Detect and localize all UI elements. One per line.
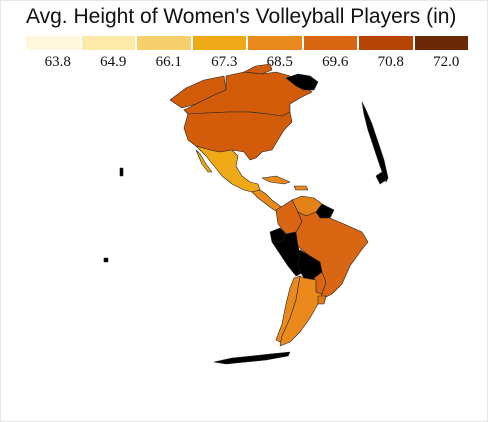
region-united-states	[183, 111, 293, 161]
region-argentina	[279, 275, 323, 347]
legend-swatch-5	[248, 36, 304, 50]
legend-tick: 70.8	[377, 54, 404, 70]
legend-swatch-2	[81, 36, 137, 50]
region-eastern-rim	[361, 101, 389, 183]
map-title: Avg. Height of Women's Volleyball Player…	[26, 5, 457, 28]
legend-swatch-7	[359, 36, 415, 50]
region-brazil	[295, 211, 369, 301]
region-pacific-isle	[119, 167, 124, 177]
legend-swatch-1	[26, 36, 82, 50]
legend-tick: 64.9	[100, 54, 127, 70]
legend-swatch-4	[192, 36, 248, 50]
legend-tick: 63.8	[44, 54, 71, 70]
legend-swatch-6	[303, 36, 359, 50]
region-uruguay	[317, 295, 327, 305]
region-hispaniola	[293, 185, 309, 191]
legend-tick: 67.3	[211, 54, 238, 70]
region-canada-arctic-islands	[243, 63, 273, 75]
legend-swatch-3	[137, 36, 193, 50]
region-cuba	[261, 175, 291, 185]
legend-tick: 69.6	[322, 54, 349, 70]
color-legend	[26, 36, 470, 50]
legend-tick: 72.0	[433, 54, 460, 70]
region-baja-california	[195, 149, 213, 173]
region-antarctica	[213, 351, 291, 365]
region-greenland	[285, 73, 319, 91]
legend-tick-labels: 63.8 64.9 66.1 67.3 68.5 69.6 70.8 72.0	[26, 54, 470, 72]
region-eastern-rim-isle	[375, 171, 387, 185]
region-mexico	[195, 145, 261, 193]
legend-tick: 68.5	[266, 54, 293, 70]
region-pacific-isle	[103, 257, 109, 263]
legend-swatch-8	[414, 36, 470, 50]
legend-tick: 66.1	[155, 54, 182, 70]
